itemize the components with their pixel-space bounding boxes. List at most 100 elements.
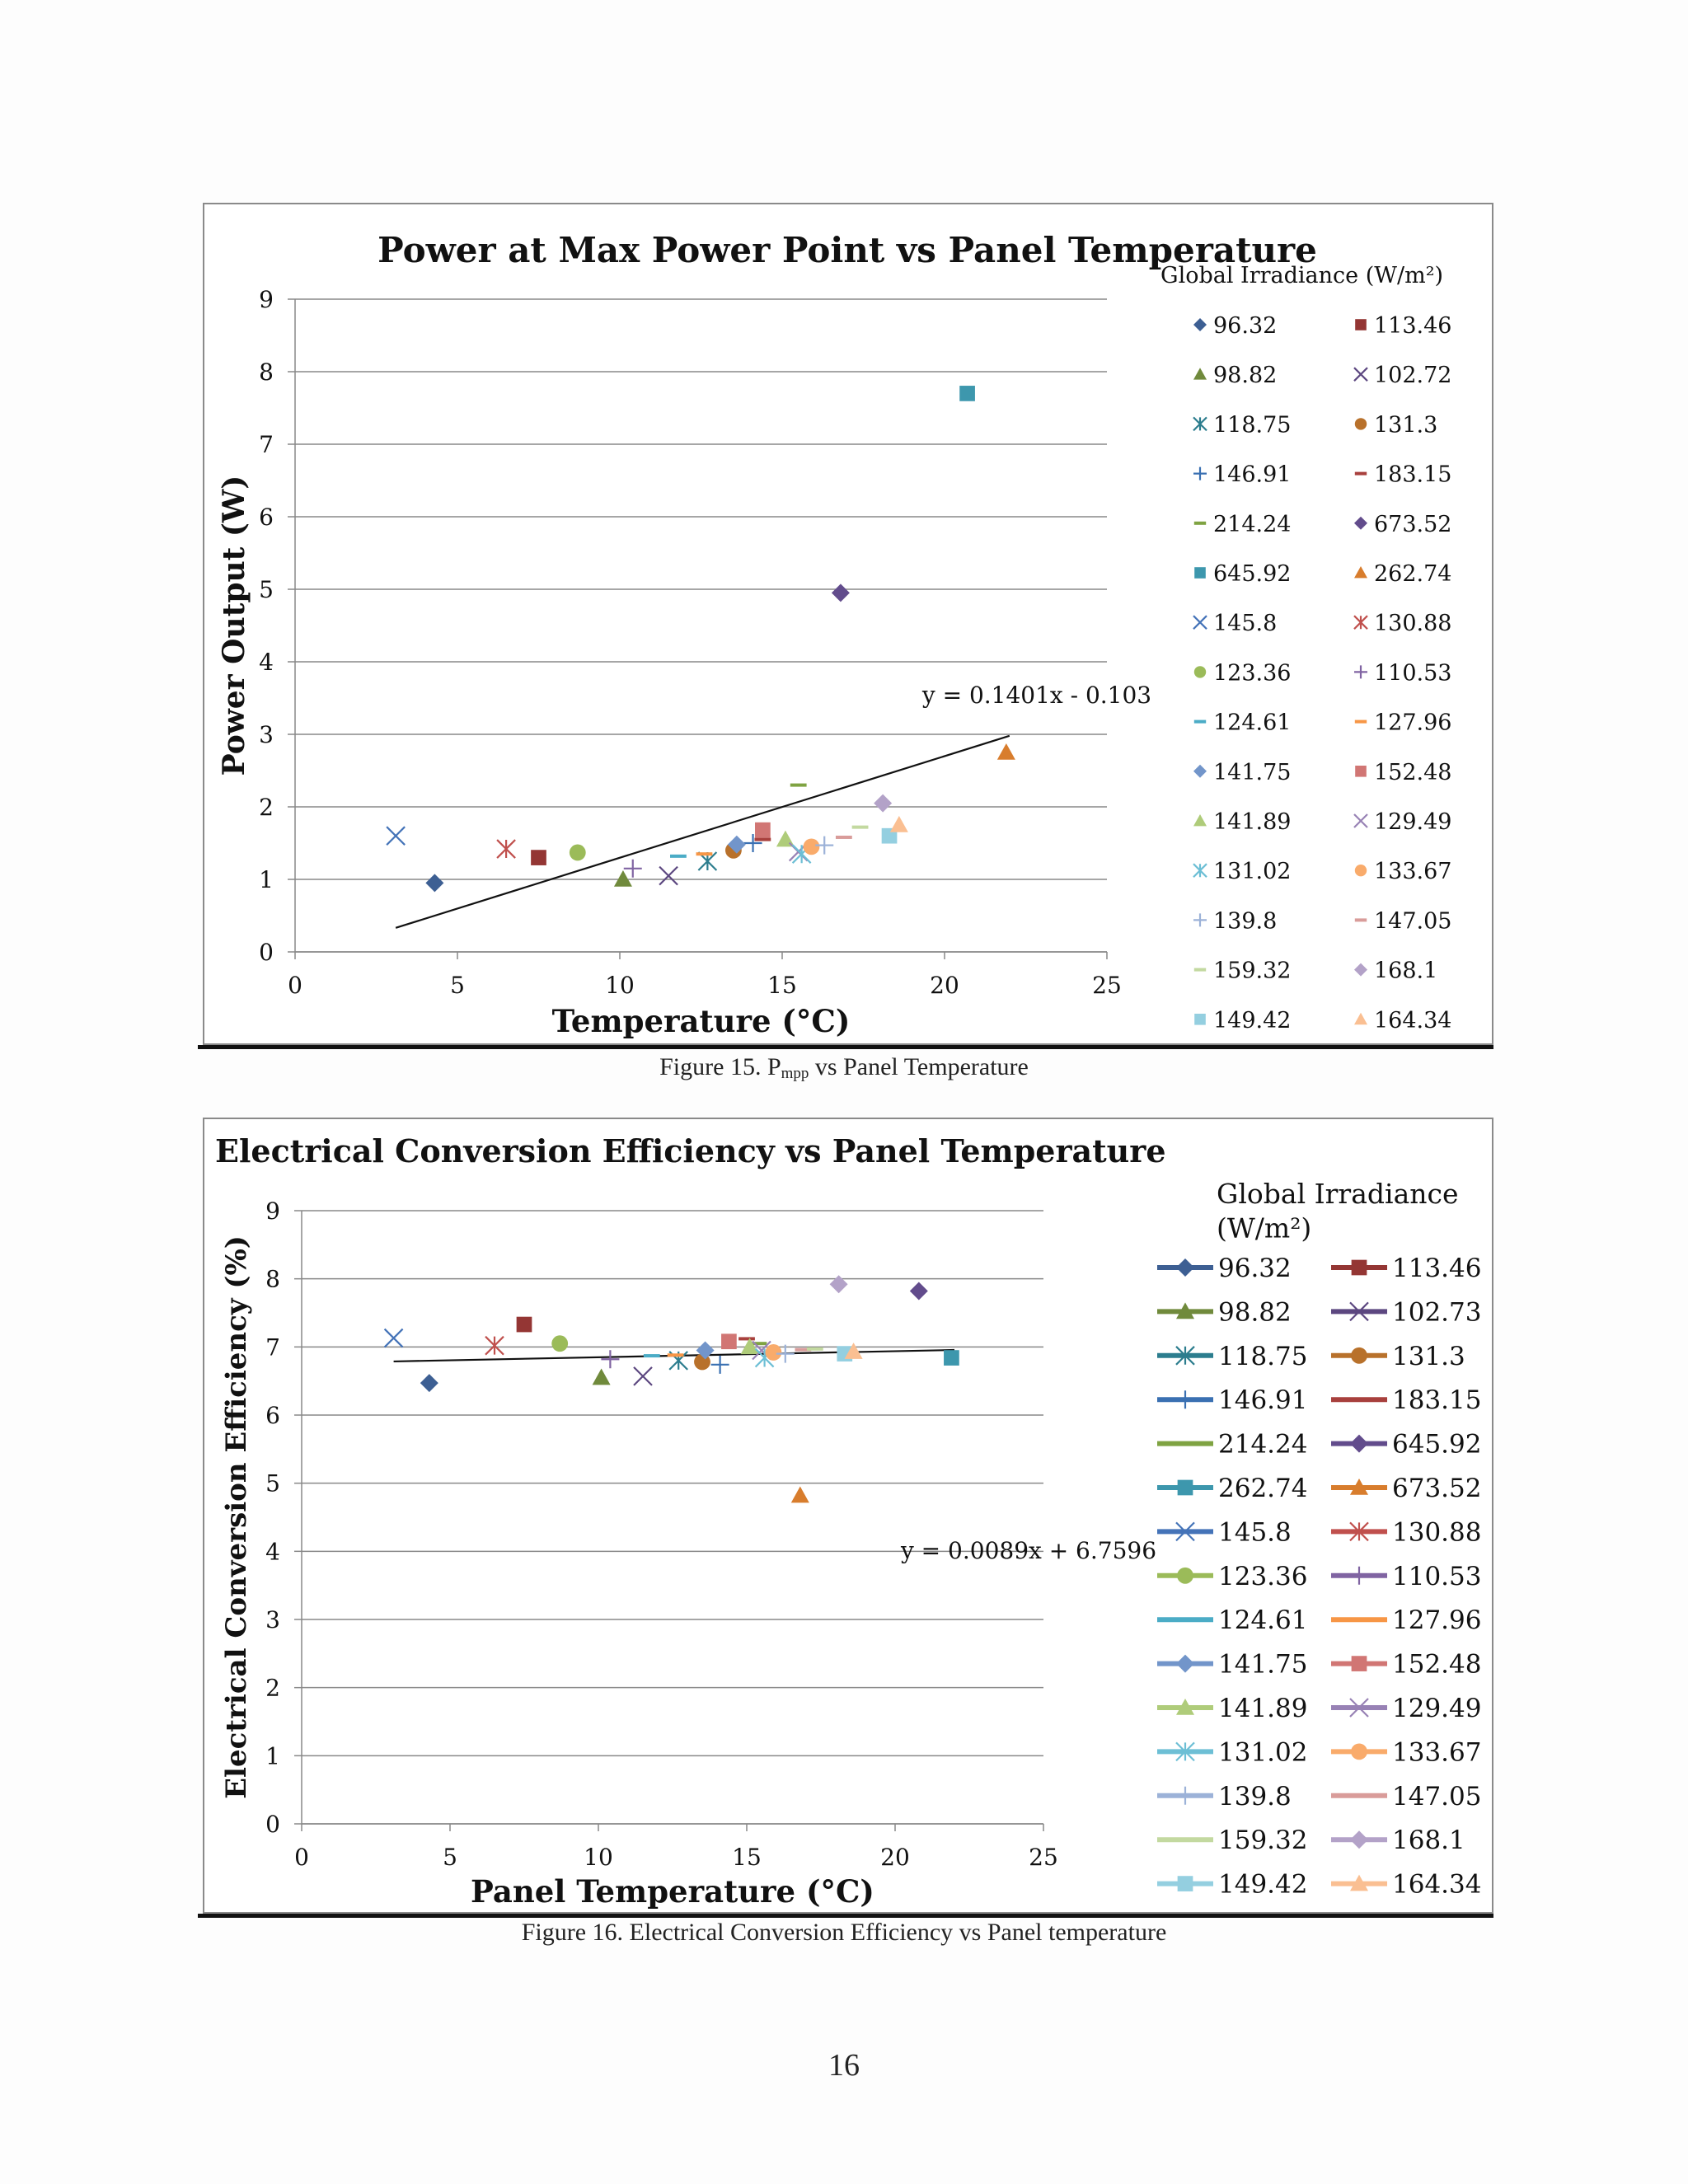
power-point-shape: [835, 835, 852, 839]
power-point: [386, 826, 406, 846]
efficiency-legend-label: 145.8: [1218, 1517, 1292, 1547]
efficiency-legend-item: 127.96: [1331, 1605, 1481, 1635]
efficiency-point: [516, 1316, 532, 1333]
power-point-shape: [613, 870, 632, 887]
efficiency-point: [776, 1344, 795, 1363]
power-legend-marker: [1354, 865, 1367, 877]
power-legend-label: 673.52: [1374, 512, 1451, 537]
efficiency-legend-marker-shape: [1350, 1830, 1368, 1849]
power-legend-marker-shape: [1354, 719, 1367, 724]
efficiency-legend-marker-shape: [1349, 1521, 1369, 1542]
power-legend-marker: [1193, 913, 1207, 927]
efficiency-trendline-equation: y = 0.0089x + 6.7596: [900, 1537, 1156, 1564]
power-point-shape: [803, 838, 820, 855]
power-legend-marker-shape: [1194, 567, 1206, 579]
power-chart-frame: Power at Max Power Point vs Panel Temper…: [203, 203, 1493, 1045]
figure15-caption-suffix: vs Panel Temperature: [809, 1053, 1029, 1080]
power-legend-label: 141.75: [1213, 760, 1291, 785]
power-legend-marker: [1354, 719, 1367, 724]
power-legend-marker-shape: [1354, 918, 1367, 922]
power-legend-item: 102.72: [1353, 363, 1451, 388]
power-point-shape: [727, 835, 746, 854]
efficiency-legend-marker-shape: [1349, 1698, 1369, 1718]
power-legend-label: 149.42: [1213, 1008, 1291, 1033]
power-legend-marker-shape: [1193, 521, 1207, 525]
power-legend-marker-shape: [1355, 319, 1367, 330]
power-point: [754, 837, 771, 841]
efficiency-legend-marker: [1349, 1521, 1369, 1542]
efficiency-legend-marker: [1351, 1656, 1367, 1671]
power-legend-item: 141.89: [1193, 809, 1291, 835]
power-point-shape: [790, 783, 807, 787]
power-legend-item: 118.75: [1193, 412, 1291, 438]
efficiency-point-shape: [383, 1328, 404, 1348]
efficiency-point: [710, 1355, 729, 1374]
power-legend-item: 145.8: [1193, 611, 1277, 636]
figure15-caption: Figure 15. Pmpp vs Panel Temperature: [0, 1053, 1688, 1083]
power-xtick-label: 5: [450, 972, 465, 999]
efficiency-legend-label: 146.91: [1218, 1385, 1307, 1415]
efficiency-point-shape: [420, 1374, 438, 1393]
efficiency-point: [601, 1350, 620, 1369]
efficiency-legend-item: 139.8: [1157, 1782, 1292, 1811]
power-legend-marker-shape: [1353, 367, 1368, 382]
power-ytick-label: 3: [259, 721, 274, 748]
power-point-shape: [569, 844, 586, 861]
efficiency-point-shape: [696, 1341, 715, 1360]
efficiency-legend-marker: [1175, 1346, 1195, 1366]
efficiency-legend-item: 164.34: [1331, 1870, 1481, 1900]
power-legend-item: 123.36: [1193, 660, 1291, 686]
efficiency-legend-label: 149.42: [1218, 1870, 1307, 1900]
efficiency-legend-label: 141.75: [1218, 1650, 1307, 1680]
power-point-shape: [874, 794, 893, 813]
efficiency-legend-item: 129.49: [1331, 1694, 1481, 1723]
power-legend-label: 133.67: [1374, 859, 1451, 884]
power-legend-item: 113.46: [1355, 313, 1451, 339]
power-legend-item: 131.02: [1193, 859, 1291, 884]
efficiency-legend-marker-shape: [1177, 1876, 1193, 1891]
efficiency-legend-marker: [1177, 1876, 1193, 1891]
efficiency-point: [592, 1368, 611, 1385]
efficiency-legend-item: 118.75: [1157, 1342, 1307, 1371]
power-legend-marker-shape: [1193, 615, 1207, 630]
power-xtick-label: 25: [1092, 972, 1122, 999]
efficiency-xtick-label: 10: [584, 1844, 613, 1871]
power-point: [803, 838, 820, 855]
efficiency-legend-marker-shape: [1177, 1618, 1193, 1622]
efficiency-legend-item: 133.67: [1331, 1737, 1481, 1767]
power-legend-label: 123.36: [1213, 660, 1291, 686]
efficiency-legend-label: 214.24: [1218, 1430, 1307, 1460]
power-legend-marker-shape: [1355, 766, 1367, 777]
power-legend-item: 183.15: [1354, 462, 1451, 488]
power-legend-marker-shape: [1193, 764, 1207, 778]
efficiency-x-axis-label: Panel Temperature (°C): [471, 1873, 874, 1910]
power-ytick-label: 4: [259, 649, 274, 676]
power-point: [996, 743, 1015, 760]
power-point-shape: [670, 854, 687, 858]
power-point-shape: [959, 386, 975, 401]
power-point-shape: [623, 859, 642, 878]
power-point: [613, 870, 632, 887]
efficiency-legend-marker-shape: [1177, 1479, 1193, 1496]
power-legend-label: 102.72: [1374, 363, 1451, 388]
efficiency-ytick-label: 5: [265, 1470, 280, 1497]
efficiency-point: [740, 1338, 759, 1355]
efficiency-legend-item: 152.48: [1331, 1650, 1481, 1680]
power-legend-marker: [1353, 367, 1368, 382]
power-legend-marker: [1193, 318, 1207, 331]
power-point-shape: [743, 834, 762, 852]
efficiency-legend-marker: [1349, 1698, 1369, 1718]
efficiency-legend-marker-shape: [1351, 1656, 1367, 1671]
efficiency-legend-marker-shape: [1351, 1347, 1367, 1364]
power-point: [790, 783, 807, 787]
efficiency-legend-marker: [1351, 1259, 1367, 1276]
power-ytick-label: 6: [259, 504, 274, 531]
efficiency-point-shape: [601, 1350, 620, 1369]
power-legend-marker: [1193, 814, 1207, 827]
power-point: [659, 865, 678, 886]
efficiency-title: Electrical Conversion Efficiency vs Pane…: [215, 1132, 1166, 1169]
efficiency-legend-item: 183.15: [1331, 1385, 1481, 1415]
efficiency-legend-item: 159.32: [1157, 1825, 1307, 1855]
power-point-shape: [659, 865, 678, 886]
power-legend-marker: [1193, 521, 1207, 525]
